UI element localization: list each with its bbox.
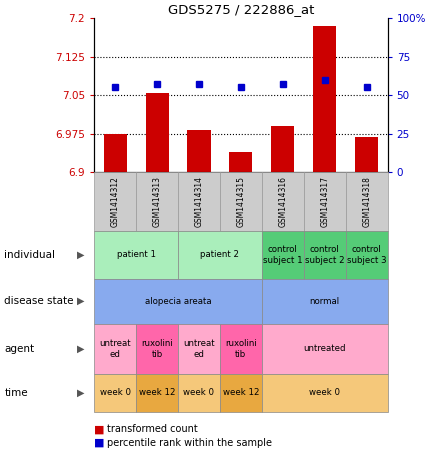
- Text: GSM1414312: GSM1414312: [111, 176, 120, 227]
- Text: week 0: week 0: [99, 389, 131, 397]
- Text: untreat
ed: untreat ed: [183, 339, 215, 358]
- Text: patient 1: patient 1: [117, 251, 155, 259]
- Text: time: time: [4, 388, 28, 398]
- Title: GDS5275 / 222886_at: GDS5275 / 222886_at: [168, 3, 314, 15]
- Text: week 0: week 0: [309, 389, 340, 397]
- Text: disease state: disease state: [4, 296, 74, 306]
- Text: ▶: ▶: [77, 296, 85, 306]
- Bar: [271, 126, 294, 172]
- Text: ▶: ▶: [77, 344, 85, 354]
- Text: GSM1414316: GSM1414316: [278, 176, 287, 227]
- Text: control
subject 3: control subject 3: [347, 245, 386, 265]
- Text: GSM1414318: GSM1414318: [362, 176, 371, 227]
- Text: ■: ■: [94, 424, 105, 434]
- Bar: [355, 137, 378, 172]
- Bar: [230, 152, 252, 172]
- Text: transformed count: transformed count: [107, 424, 198, 434]
- Text: untreat
ed: untreat ed: [99, 339, 131, 358]
- Text: agent: agent: [4, 344, 35, 354]
- Text: ruxolini
tib: ruxolini tib: [225, 339, 257, 358]
- Text: week 12: week 12: [139, 389, 175, 397]
- Bar: [145, 92, 169, 172]
- Bar: [313, 26, 336, 172]
- Bar: [187, 130, 211, 172]
- Text: week 0: week 0: [184, 389, 215, 397]
- Text: GSM1414313: GSM1414313: [152, 176, 162, 227]
- Text: normal: normal: [310, 297, 340, 306]
- Text: patient 2: patient 2: [201, 251, 240, 259]
- Text: GSM1414317: GSM1414317: [320, 176, 329, 227]
- Text: GSM1414314: GSM1414314: [194, 176, 204, 227]
- Text: alopecia areata: alopecia areata: [145, 297, 211, 306]
- Text: individual: individual: [4, 250, 55, 260]
- Bar: [104, 134, 127, 172]
- Text: ruxolini
tib: ruxolini tib: [141, 339, 173, 358]
- Text: percentile rank within the sample: percentile rank within the sample: [107, 438, 272, 448]
- Text: GSM1414315: GSM1414315: [237, 176, 245, 227]
- Text: control
subject 1: control subject 1: [263, 245, 303, 265]
- Text: ▶: ▶: [77, 388, 85, 398]
- Text: week 12: week 12: [223, 389, 259, 397]
- Text: ■: ■: [94, 438, 105, 448]
- Text: ▶: ▶: [77, 250, 85, 260]
- Text: control
subject 2: control subject 2: [305, 245, 345, 265]
- Text: untreated: untreated: [304, 344, 346, 353]
